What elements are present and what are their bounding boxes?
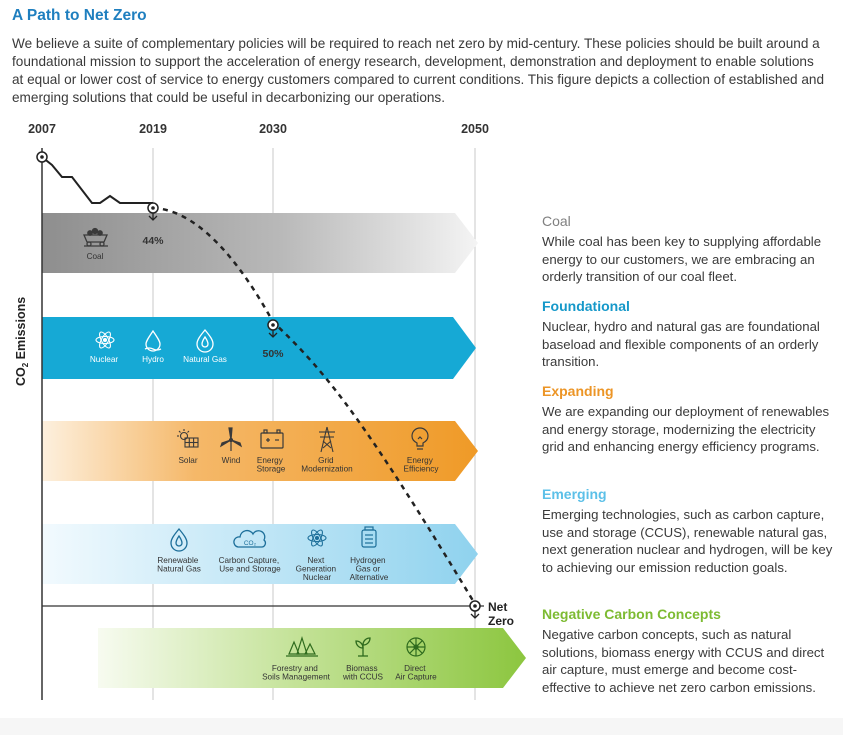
renewable-natural-gas-label: Renewable Natural Gas bbox=[157, 556, 201, 574]
nuclear-icon bbox=[95, 331, 115, 349]
hydro-icon bbox=[144, 329, 162, 352]
projected-emissions-path bbox=[152, 206, 477, 605]
marker-2030 bbox=[267, 319, 279, 338]
lightbulb-icon bbox=[411, 427, 429, 450]
legend-expanding-heading: Expanding bbox=[542, 383, 614, 399]
year-label-2050: 2050 bbox=[461, 122, 489, 136]
legend-expanding: Expanding We are expanding our deploymen… bbox=[542, 383, 838, 456]
legend-coal: Coal While coal has been key to supplyin… bbox=[542, 213, 838, 286]
bottom-shade bbox=[0, 718, 843, 735]
next-gen-nuclear-icon bbox=[307, 529, 327, 547]
wind-label: Wind bbox=[222, 456, 241, 465]
legend-foundational: Foundational Nuclear, hydro and natural … bbox=[542, 298, 838, 371]
biomass-icon bbox=[355, 637, 371, 657]
legend-emerging-heading: Emerging bbox=[542, 486, 607, 502]
grid-modernization-label: Grid Modernization bbox=[301, 456, 353, 474]
hydro-label: Hydro bbox=[142, 355, 164, 364]
renewable-gas-icon bbox=[170, 527, 188, 552]
direct-air-capture-label: Direct Air Capture bbox=[395, 664, 437, 682]
historical-emissions-line bbox=[41, 156, 153, 204]
marker-2030-percent: 50% bbox=[262, 348, 284, 360]
energy-storage-label: Energy Storage bbox=[257, 456, 286, 474]
hydrogen-icon bbox=[361, 526, 377, 548]
year-label-2030: 2030 bbox=[259, 122, 287, 136]
start-marker bbox=[36, 151, 48, 163]
ccus-label: Carbon Capture, Use and Storage bbox=[219, 556, 282, 574]
negative-band bbox=[98, 628, 526, 688]
hydrogen-label: Hydrogen Gas or Alternative bbox=[350, 556, 389, 582]
legend-expanding-text: We are expanding our deployment of renew… bbox=[542, 404, 830, 455]
legend-emerging: Emerging Emerging technologies, such as … bbox=[542, 486, 838, 576]
y-axis-title: CO2 Emissions bbox=[14, 297, 30, 386]
coal-band bbox=[42, 213, 478, 273]
page-title: A Path to Net Zero bbox=[12, 7, 147, 24]
net-zero-label: Net Zero bbox=[488, 600, 514, 628]
solar-label: Solar bbox=[178, 456, 197, 465]
wind-icon bbox=[219, 427, 243, 451]
energy-efficiency-label: Energy Efficiency bbox=[404, 456, 440, 474]
foundational-band bbox=[42, 317, 476, 379]
natural-gas-icon bbox=[196, 328, 214, 353]
nuclear-label: Nuclear bbox=[90, 355, 118, 364]
svg-text:CO₂: CO₂ bbox=[244, 540, 257, 547]
emerging-band bbox=[42, 524, 478, 584]
forestry-label: Forestry and Soils Management bbox=[262, 664, 331, 682]
legend-negative: Negative Carbon Concepts Negative carbon… bbox=[542, 606, 838, 696]
legend-coal-heading: Coal bbox=[542, 213, 571, 229]
grid-tower-icon bbox=[319, 426, 335, 453]
legend-foundational-heading: Foundational bbox=[542, 298, 630, 314]
natural-gas-label: Natural Gas bbox=[183, 355, 227, 364]
forestry-icon bbox=[286, 635, 318, 657]
biomass-label: Biomass with CCUS bbox=[342, 664, 384, 682]
legend-negative-heading: Negative Carbon Concepts bbox=[542, 606, 721, 622]
year-label-2007: 2007 bbox=[28, 122, 56, 136]
next-gen-nuclear-label: Next Generation Nuclear bbox=[296, 556, 339, 582]
legend-emerging-text: Emerging technologies, such as carbon ca… bbox=[542, 507, 833, 575]
marker-2019 bbox=[147, 202, 159, 221]
coal-cart-icon bbox=[83, 227, 108, 247]
coal-label: Coal bbox=[87, 252, 104, 261]
year-label-2019: 2019 bbox=[139, 122, 167, 136]
legend-foundational-text: Nuclear, hydro and natural gas are found… bbox=[542, 319, 820, 370]
marker-2019-percent: 44% bbox=[142, 235, 164, 247]
intro-paragraph: We believe a suite of complementary poli… bbox=[12, 36, 825, 105]
solar-icon bbox=[177, 429, 199, 448]
legend-coal-text: While coal has been key to supplying aff… bbox=[542, 234, 822, 285]
ccus-cloud-icon: CO₂ bbox=[233, 529, 267, 548]
legend-negative-text: Negative carbon concepts, such as natura… bbox=[542, 627, 825, 695]
energy-storage-icon bbox=[260, 429, 284, 449]
net-zero-marker bbox=[469, 600, 481, 619]
direct-air-capture-icon bbox=[406, 637, 426, 657]
